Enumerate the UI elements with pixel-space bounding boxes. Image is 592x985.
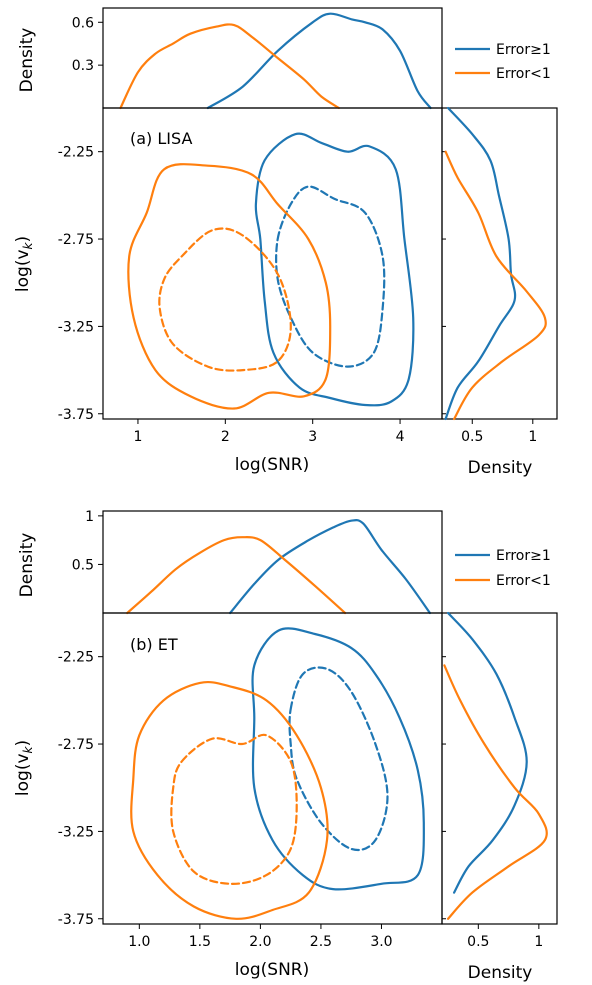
x-tick-label: 2.5 (310, 934, 332, 950)
panel-b-right-marginal: 0.5 1 Density (441, 611, 558, 983)
top-y-tick-label: 0.3 (72, 58, 94, 74)
x-tick-label: 1 (133, 429, 142, 445)
x-tick-label: 1.0 (128, 934, 150, 950)
x-tick-label: 2.0 (249, 934, 271, 950)
panel-b-right-frame (441, 612, 558, 925)
x-tick-label: 3 (308, 429, 317, 445)
marginal-y-error-lt1 (444, 150, 547, 421)
panel-b-right-xlabel: Density (468, 963, 533, 983)
marginal-y-error-lt1 (443, 664, 548, 920)
panel-a-right-xlabel: Density (468, 458, 533, 478)
panel-a-top-frame (102, 7, 443, 109)
panel-b: 0.5 1 Density Error≥1 Error<1 1.0 1.5 2.0 2.… (13, 509, 558, 983)
right-x-tick-label: 1 (534, 934, 543, 950)
y-tick-label: -3.75 (58, 912, 94, 928)
right-x-tick-label: 1 (528, 429, 537, 445)
right-x-tick-label: 0.5 (467, 934, 489, 950)
contour-inner-error-lt1 (170, 733, 298, 885)
y-tick-label: -2.25 (58, 145, 94, 161)
legend-a-label-error-ge1: Error≥1 (496, 42, 551, 58)
top-y-tick-label: 0.5 (72, 557, 94, 573)
panel-a-ylabel: log(vk) (13, 236, 35, 292)
contour-outer-error-lt1 (130, 680, 329, 920)
panel-b-main: 1.0 1.5 2.0 2.5 3.0 -2.25 -2.75 -3.25 -3.75 (b) … (13, 612, 443, 980)
marginal-y-error-ge1 (447, 611, 528, 894)
contour-outer-error-lt1 (127, 163, 332, 410)
y-tick-label: -3.25 (58, 824, 94, 840)
x-tick-label: 3.0 (370, 934, 392, 950)
marginal-y-error-ge1 (444, 106, 517, 421)
marginal-x-error-ge1 (206, 12, 432, 110)
panel-b-main-frame (102, 612, 443, 925)
panel-a: 0.3 0.6 Density Error≥1 Error<1 1 2 3 4 -2.25… (13, 7, 558, 478)
legend-a-label-error-lt1: Error<1 (496, 66, 551, 82)
legend-b-label-error-ge1: Error≥1 (496, 548, 551, 564)
y-tick-label: -3.75 (58, 407, 94, 423)
panel-a-right-frame (441, 107, 558, 420)
x-tick-label: 4 (396, 429, 405, 445)
y-tick-label: -2.75 (58, 232, 94, 248)
right-x-tick-label: 0.5 (461, 429, 483, 445)
panel-a-label: (a) LISA (130, 129, 192, 148)
contour-inner-error-ge1 (288, 666, 389, 852)
marginal-x-error-lt1 (119, 23, 340, 110)
marginal-x-error-ge1 (229, 518, 431, 615)
panel-a-main-frame (102, 107, 443, 420)
y-tick-label: -2.25 (58, 650, 94, 666)
panel-b-legend: Error≥1 Error<1 (455, 548, 551, 589)
panel-b-top-marginal: 0.5 1 Density (17, 509, 443, 615)
x-tick-label: 1.5 (189, 934, 211, 950)
y-tick-label: -3.25 (58, 319, 94, 335)
contour-outer-error-ge1 (254, 132, 415, 407)
y-tick-label: -2.75 (58, 737, 94, 753)
contour-inner-error-lt1 (158, 227, 292, 372)
top-y-tick-label: 1 (85, 509, 94, 525)
top-y-tick-label: 0.6 (72, 15, 94, 31)
panel-b-xlabel: log(SNR) (235, 960, 310, 980)
panel-a-xlabel: log(SNR) (235, 455, 310, 475)
panel-a-main: 1 2 3 4 -2.25 -2.75 -3.25 -3.75 (a) LISA log(SN… (13, 107, 443, 475)
panel-a-right-marginal: 0.5 1 Density (441, 106, 558, 478)
panel-b-label: (b) ET (130, 635, 178, 654)
panel-a-top-marginal: 0.3 0.6 Density (17, 7, 443, 110)
panel-a-legend: Error≥1 Error<1 (455, 42, 551, 82)
contour-outer-error-ge1 (251, 627, 425, 891)
panel-a-top-ylabel: Density (17, 28, 37, 93)
panel-b-ylabel: log(vk) (13, 740, 35, 796)
legend-b-label-error-lt1: Error<1 (496, 573, 551, 589)
panel-b-top-ylabel: Density (17, 533, 37, 598)
x-tick-label: 2 (221, 429, 230, 445)
marginal-x-error-lt1 (126, 536, 347, 615)
